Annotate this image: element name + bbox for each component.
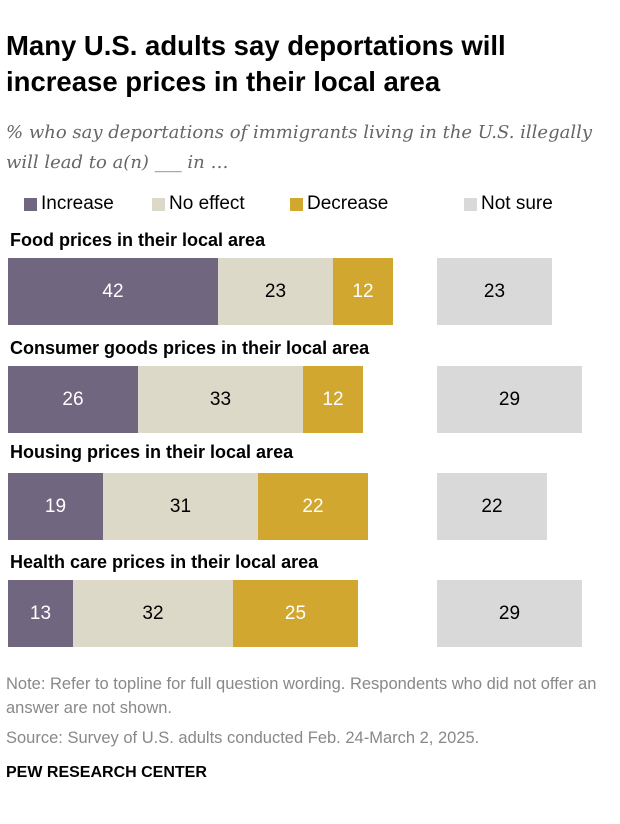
legend-label: No effect [169, 193, 245, 214]
category-label: Food prices in their local area [10, 230, 266, 250]
bar-no-effect: 33 [138, 366, 303, 433]
bar-not-sure: 29 [437, 366, 582, 433]
data-label: 29 [498, 388, 521, 410]
bar-increase: 26 [8, 366, 138, 433]
data-label: 31 [169, 495, 192, 517]
bar-not-sure: 22 [437, 473, 547, 540]
data-label: 32 [142, 602, 164, 624]
category-label: Health care prices in their local area [10, 552, 319, 572]
legend-label: Increase [41, 193, 114, 214]
legend-item: No effect [152, 192, 245, 216]
bar-decrease: 25 [233, 580, 358, 647]
data-label: 29 [498, 602, 521, 624]
data-label: 26 [62, 388, 84, 410]
data-label: 33 [209, 388, 232, 410]
data-label: 19 [44, 495, 67, 517]
bar-not-sure: 29 [437, 580, 582, 647]
bar-increase: 13 [8, 580, 73, 647]
data-label: 25 [284, 602, 307, 624]
category-label: Housing prices in their local area [10, 442, 294, 462]
legend-swatch [290, 197, 303, 211]
data-label: 13 [29, 602, 52, 624]
chart-subtitle: % who say deportations of immigrants liv… [6, 122, 593, 173]
bar-increase: 19 [8, 473, 103, 540]
legend-item: Increase [24, 192, 114, 216]
source: Source: Survey of U.S. adults conducted … [6, 729, 480, 747]
legend-item: Decrease [290, 192, 388, 216]
bar-no-effect: 31 [103, 473, 258, 540]
legend-item: Not sure [464, 192, 553, 216]
data-label: 23 [264, 280, 287, 302]
bar-increase: 42 [8, 258, 218, 325]
data-label: 12 [352, 280, 374, 302]
bar-no-effect: 32 [73, 580, 233, 647]
legend-label: Not sure [481, 193, 553, 214]
data-label: 22 [302, 495, 324, 517]
legend-label: Decrease [307, 193, 389, 214]
brand: PEW RESEARCH CENTER [6, 764, 207, 781]
data-label: 42 [102, 280, 124, 302]
data-label: 23 [483, 280, 506, 302]
bar-no-effect: 23 [218, 258, 333, 325]
bar-not-sure: 23 [437, 258, 552, 325]
category-label: Consumer goods prices in their local are… [10, 338, 370, 358]
bar-decrease: 22 [258, 473, 368, 540]
legend-swatch [464, 197, 477, 211]
chart-title: Many U.S. adults say deportations will i… [6, 30, 506, 97]
legend-swatch [152, 197, 165, 211]
legend-swatch [24, 197, 37, 211]
note: Note: Refer to topline for full question… [6, 675, 597, 717]
data-label: 22 [481, 495, 503, 517]
bar-decrease: 12 [333, 258, 393, 325]
bar-decrease: 12 [303, 366, 363, 433]
data-label: 12 [322, 388, 344, 410]
